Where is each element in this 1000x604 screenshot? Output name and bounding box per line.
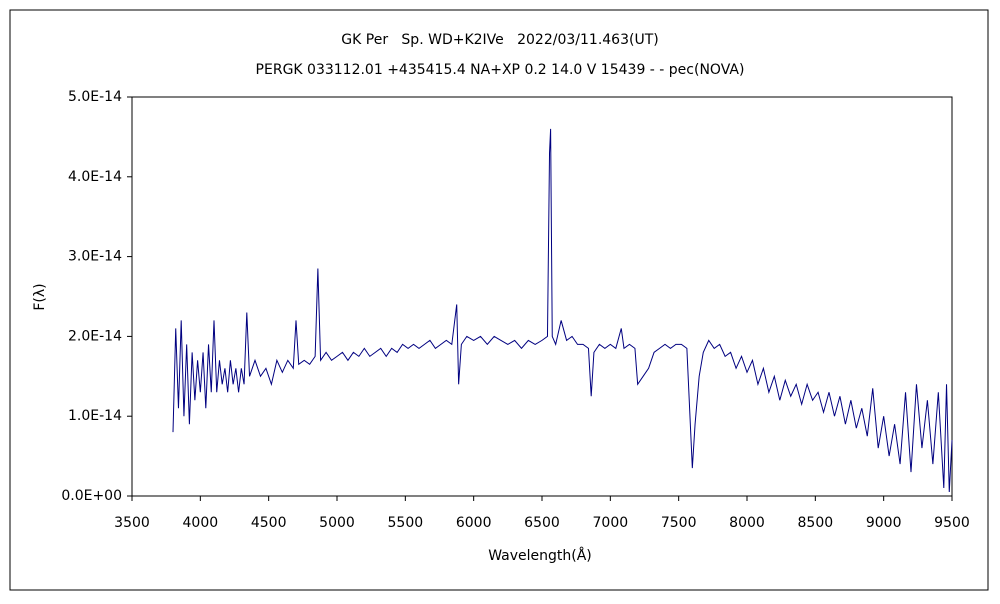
x-tick-label: 9000 bbox=[866, 515, 902, 531]
x-tick-label: 4500 bbox=[251, 515, 287, 531]
x-tick-label: 8000 bbox=[729, 515, 765, 531]
x-tick-label: 7000 bbox=[593, 515, 629, 531]
y-tick-label: 1.0E-14 bbox=[68, 408, 122, 424]
x-tick-label: 8500 bbox=[798, 515, 834, 531]
chart-frame bbox=[9, 9, 989, 591]
chart-subtitle: PERGK 033112.01 +435415.4 NA+XP 0.2 14.0… bbox=[256, 62, 745, 78]
x-tick-label: 3500 bbox=[114, 515, 150, 531]
x-tick-label: 4000 bbox=[183, 515, 219, 531]
y-tick-label: 3.0E-14 bbox=[68, 249, 122, 265]
y-tick-label: 2.0E-14 bbox=[68, 328, 122, 344]
chart-title: GK Per Sp. WD+K2IVe 2022/03/11.463(UT) bbox=[341, 32, 658, 48]
x-axis-label: Wavelength(Å) bbox=[488, 547, 592, 564]
x-tick-label: 6000 bbox=[456, 515, 492, 531]
x-tick-label: 9500 bbox=[934, 515, 970, 531]
x-tick-label: 5500 bbox=[388, 515, 424, 531]
y-tick-label: 4.0E-14 bbox=[68, 169, 122, 185]
y-tick-label: 5.0E-14 bbox=[68, 89, 122, 105]
x-tick-label: 7500 bbox=[661, 515, 697, 531]
y-axis-label: F(λ) bbox=[32, 283, 48, 310]
spectrum-line bbox=[172, 128, 953, 493]
x-tick-label: 5000 bbox=[319, 515, 355, 531]
y-tick-label: 0.0E+00 bbox=[61, 488, 122, 504]
x-tick-label: 6500 bbox=[524, 515, 560, 531]
